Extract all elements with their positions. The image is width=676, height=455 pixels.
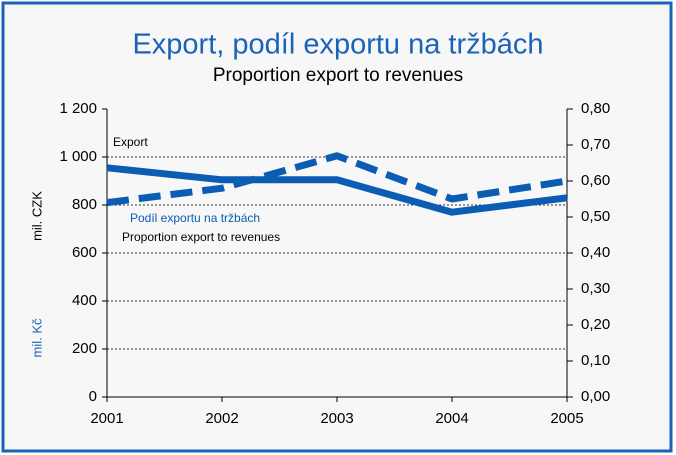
y2-tick-label: 0,30 — [581, 280, 610, 297]
x-tick-label: 2003 — [320, 410, 353, 427]
y2-tick-label: 0,10 — [581, 352, 610, 369]
y-tick-label: 400 — [72, 292, 97, 309]
y-tick-label: 800 — [72, 196, 97, 213]
y-tick-label: 200 — [72, 340, 97, 357]
y-axis-label-2: mil. Kč — [29, 318, 44, 358]
y2-tick-label: 0,80 — [581, 100, 610, 117]
x-tick-label: 2004 — [435, 410, 468, 427]
series-line — [106, 152, 568, 207]
chart-subtitle: Proportion export to revenues — [213, 65, 463, 86]
x-tick-label: 2002 — [205, 410, 238, 427]
annotation: Podíl exportu na tržbách — [130, 211, 260, 225]
y-tick-label: 0 — [89, 388, 97, 405]
y-axis-label: mil. CZK — [29, 191, 44, 241]
annotation: Export — [113, 135, 148, 149]
y2-tick-label: 0,60 — [581, 172, 610, 189]
y-tick-label: 1 000 — [59, 148, 97, 165]
y2-tick-label: 0,00 — [581, 388, 610, 405]
x-tick-label: 2001 — [90, 410, 123, 427]
series-line — [106, 164, 568, 216]
y-tick-label: 1 200 — [59, 100, 97, 117]
y2-tick-label: 0,20 — [581, 316, 610, 333]
y2-tick-label: 0,50 — [581, 208, 610, 225]
annotation: Proportion export to revenues — [122, 230, 280, 244]
chart-title: Export, podíl exportu na tržbách — [132, 29, 543, 61]
y2-tick-label: 0,70 — [581, 136, 610, 153]
x-tick-label: 2005 — [550, 410, 583, 427]
y2-tick-label: 0,40 — [581, 244, 610, 261]
y-tick-label: 600 — [72, 244, 97, 261]
